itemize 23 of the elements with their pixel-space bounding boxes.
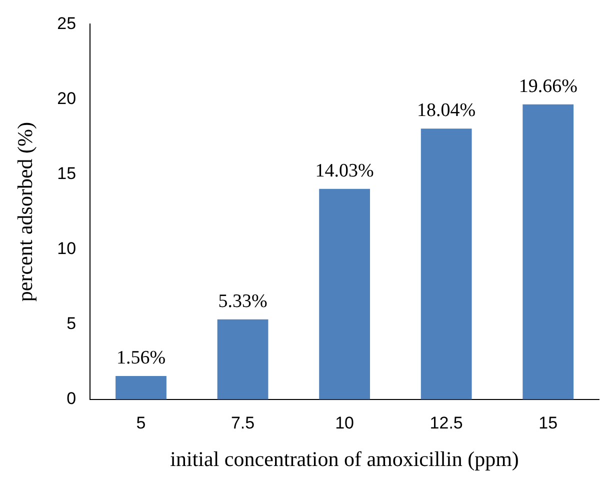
x-tick-label: 7.5	[230, 413, 255, 432]
x-axis-title: initial concentration of amoxicillin (ppm)	[170, 446, 519, 471]
y-tick-label: 20	[57, 88, 76, 108]
y-tick-label: 10	[57, 239, 76, 258]
y-tick-label: 25	[57, 14, 76, 33]
bar	[116, 376, 166, 400]
y-tick-label: 0	[66, 389, 76, 408]
bar	[420, 128, 472, 400]
y-tick-label: 15	[57, 164, 76, 183]
data-label: 19.66%	[518, 76, 578, 97]
data-label: 14.03%	[315, 160, 374, 182]
x-tick-label: 10	[335, 413, 354, 432]
x-tick-label: 12.5	[430, 413, 463, 432]
y-tick-label: 5	[66, 314, 76, 334]
data-label: 1.56%	[116, 347, 166, 368]
bar	[217, 319, 268, 400]
y-axis-title: percent adsorbed (%)	[13, 122, 38, 302]
bar	[319, 188, 370, 400]
data-label: 18.04%	[417, 100, 476, 122]
x-tick-label: 15	[538, 413, 558, 432]
bar	[522, 104, 574, 400]
x-tick-label: 5	[136, 413, 146, 432]
data-label: 5.33%	[218, 290, 268, 312]
